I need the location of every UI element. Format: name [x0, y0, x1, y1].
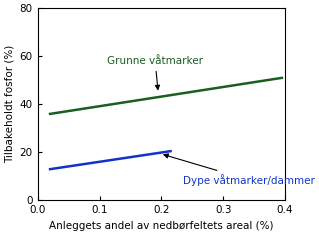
Text: Grunne våtmarker: Grunne våtmarker — [107, 56, 203, 90]
X-axis label: Anleggets andel av nedbørfeltets areal (%): Anleggets andel av nedbørfeltets areal (… — [49, 221, 274, 231]
Text: Dype våtmarker/dammer: Dype våtmarker/dammer — [164, 154, 315, 186]
Y-axis label: Tilbakeholdt fosfor (%): Tilbakeholdt fosfor (%) — [4, 45, 14, 163]
